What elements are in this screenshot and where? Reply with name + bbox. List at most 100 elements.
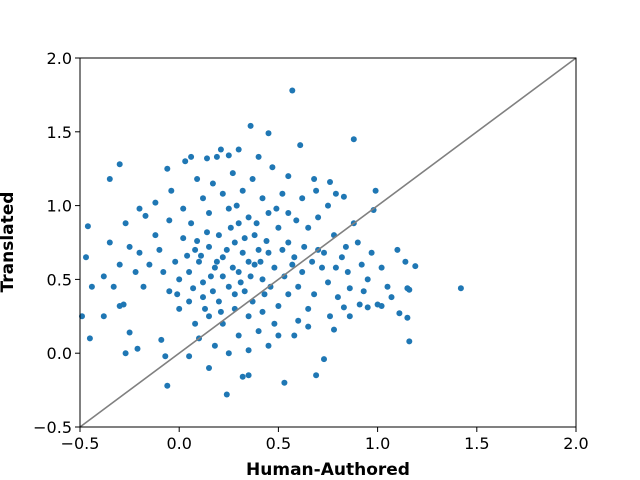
data-point bbox=[325, 202, 331, 209]
data-point bbox=[340, 304, 347, 311]
data-point bbox=[295, 317, 302, 324]
data-point bbox=[281, 273, 288, 280]
data-point bbox=[116, 261, 123, 268]
data-point bbox=[204, 155, 210, 162]
data-point bbox=[100, 273, 107, 280]
data-point bbox=[184, 252, 191, 259]
data-point bbox=[255, 246, 262, 253]
data-point bbox=[206, 365, 212, 371]
x-tick-label: 2.0 bbox=[563, 434, 588, 453]
data-point bbox=[273, 205, 280, 212]
data-point bbox=[176, 276, 183, 283]
data-point bbox=[122, 220, 129, 227]
data-point bbox=[255, 153, 262, 160]
data-point bbox=[235, 269, 242, 275]
data-point bbox=[88, 283, 95, 290]
data-point bbox=[229, 264, 236, 271]
y-tick-label: 0.0 bbox=[47, 344, 72, 363]
data-point bbox=[146, 261, 153, 268]
data-point bbox=[321, 249, 327, 256]
data-point bbox=[194, 238, 201, 244]
data-point bbox=[213, 153, 220, 160]
data-point bbox=[247, 122, 254, 129]
data-point bbox=[245, 313, 252, 320]
x-tick-label: 0.5 bbox=[266, 434, 291, 453]
data-point bbox=[182, 158, 189, 165]
data-point bbox=[259, 308, 266, 315]
data-point bbox=[275, 224, 282, 231]
y-tick-label: 2.0 bbox=[47, 49, 72, 68]
data-point bbox=[378, 264, 385, 271]
data-point bbox=[279, 190, 286, 197]
data-point bbox=[299, 195, 306, 202]
data-point bbox=[289, 87, 296, 94]
data-point bbox=[188, 153, 195, 160]
data-point bbox=[245, 214, 252, 221]
data-point bbox=[239, 249, 246, 256]
data-point bbox=[406, 286, 413, 293]
data-point bbox=[313, 187, 320, 194]
data-point bbox=[237, 279, 244, 286]
data-point bbox=[332, 264, 339, 271]
x-tick-label: −0.5 bbox=[61, 434, 100, 453]
data-point bbox=[305, 305, 312, 312]
data-point bbox=[245, 347, 252, 354]
data-point bbox=[166, 217, 173, 224]
data-point bbox=[402, 258, 409, 265]
data-point bbox=[364, 304, 371, 311]
data-point bbox=[372, 187, 379, 194]
data-point bbox=[245, 372, 252, 379]
data-point bbox=[207, 273, 214, 280]
data-point bbox=[315, 214, 322, 221]
data-point bbox=[384, 283, 391, 290]
data-point bbox=[225, 283, 232, 290]
data-point bbox=[168, 187, 175, 194]
data-point bbox=[209, 180, 216, 187]
data-point bbox=[289, 261, 296, 268]
data-point bbox=[305, 224, 312, 231]
data-point bbox=[368, 249, 375, 256]
data-point bbox=[265, 130, 272, 137]
data-point bbox=[219, 273, 226, 280]
data-point bbox=[340, 193, 347, 200]
data-point bbox=[235, 146, 242, 153]
reference-line bbox=[79, 57, 577, 428]
x-axis-label: Human-Authored bbox=[246, 460, 410, 480]
y-tick-label: 1.0 bbox=[47, 197, 72, 216]
data-point bbox=[356, 301, 363, 308]
data-point bbox=[281, 379, 288, 386]
data-point bbox=[186, 353, 193, 360]
data-point bbox=[241, 288, 248, 295]
data-point bbox=[233, 202, 240, 209]
data-point bbox=[136, 249, 143, 256]
data-point bbox=[213, 258, 220, 265]
data-point bbox=[194, 176, 201, 182]
data-point bbox=[211, 264, 218, 271]
data-point bbox=[271, 264, 278, 271]
data-point bbox=[116, 161, 123, 168]
data-point bbox=[186, 269, 193, 275]
data-point bbox=[263, 238, 270, 244]
data-point bbox=[134, 345, 141, 352]
data-point bbox=[309, 258, 316, 265]
data-point bbox=[346, 313, 353, 320]
data-point bbox=[174, 291, 181, 298]
data-point bbox=[346, 285, 353, 292]
data-point bbox=[370, 207, 377, 213]
data-point bbox=[106, 239, 113, 246]
data-point bbox=[279, 246, 286, 253]
data-point bbox=[160, 269, 167, 275]
data-point bbox=[267, 283, 274, 290]
data-point bbox=[122, 350, 129, 357]
data-point bbox=[295, 283, 302, 290]
data-point bbox=[166, 288, 173, 295]
data-point bbox=[261, 291, 268, 298]
data-point bbox=[100, 313, 107, 320]
data-point bbox=[360, 288, 367, 295]
data-point bbox=[332, 190, 339, 197]
data-point bbox=[132, 269, 139, 275]
data-point bbox=[259, 195, 266, 202]
data-point bbox=[311, 176, 318, 182]
data-point bbox=[285, 210, 292, 216]
